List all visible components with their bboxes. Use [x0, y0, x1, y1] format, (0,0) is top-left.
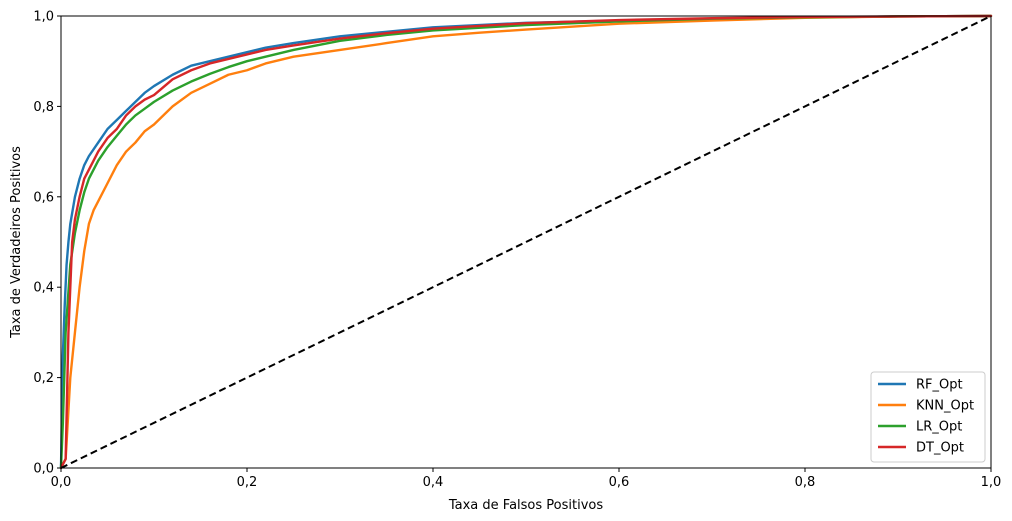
- x-axis-label: Taxa de Falsos Positivos: [448, 498, 603, 513]
- series-line-dt-opt: [59, 14, 993, 470]
- series-line-lr-opt: [59, 14, 993, 470]
- legend-box: [870, 371, 986, 463]
- y-tick-label: 1,0: [33, 10, 54, 25]
- x-tick-label: 0,6: [609, 475, 630, 490]
- x-axis-ticks: 0,0 0,2 0,4 0,6 0,8 1,0: [51, 468, 1002, 490]
- axes-border: [60, 15, 992, 469]
- x-tick-label: 1,0: [981, 475, 1002, 490]
- legend-label: LR_Opt: [916, 420, 962, 435]
- x-tick-label: 0,2: [237, 475, 258, 490]
- plot-area: [59, 14, 993, 470]
- y-axis-label: Taxa de Verdadeiros Positivos: [9, 146, 24, 339]
- y-axis-ticks: 0,0 0,2 0,4 0,6 0,8 1,0: [33, 10, 61, 477]
- legend-label: DT_Opt: [916, 441, 964, 456]
- series-layer: [59, 14, 993, 470]
- x-tick-label: 0,0: [51, 475, 72, 490]
- y-tick-label: 0,6: [33, 190, 54, 205]
- legend-label: KNN_Opt: [916, 399, 974, 414]
- legend-label: RF_Opt: [916, 378, 963, 393]
- y-tick-label: 0,2: [33, 371, 54, 386]
- series-line-knn-opt: [59, 14, 993, 470]
- y-tick-label: 0,4: [33, 281, 54, 296]
- y-tick-label: 0,8: [33, 100, 54, 115]
- x-tick-label: 0,8: [795, 475, 816, 490]
- y-tick-label: 0,0: [33, 462, 54, 477]
- x-tick-label: 0,4: [423, 475, 444, 490]
- diagonal-reference-line: [60, 15, 992, 469]
- legend: RF_Opt KNN_Opt LR_Opt DT_Opt: [870, 371, 986, 463]
